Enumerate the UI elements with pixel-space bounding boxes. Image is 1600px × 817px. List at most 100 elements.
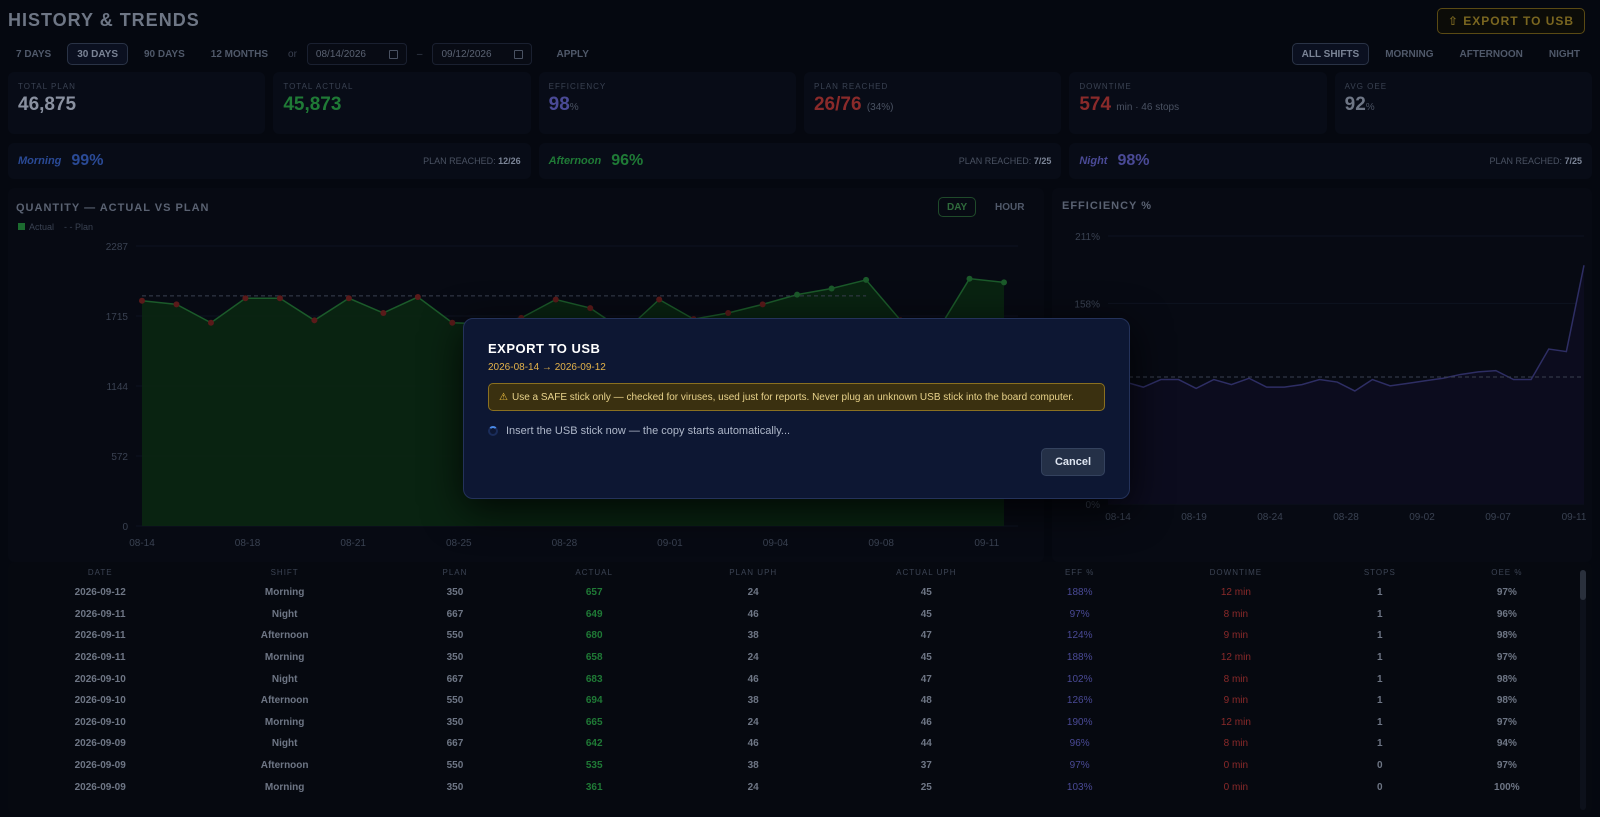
table-cell: Afternoon [260,630,309,642]
kpi-label: PLAN REACHED [813,82,889,91]
shift-night[interactable]: NIGHT [1548,48,1580,60]
table-cell: 350 [446,716,464,728]
table-cell: 2026-09-10 [74,716,126,728]
x-tick-label: 09-07 [1485,512,1511,523]
column-header: PLAN UPH [729,567,778,577]
preset-12-months[interactable]: 12 MONTHS [210,48,269,60]
table-cell: 188% [1066,587,1093,599]
column-header: OEE % [1491,567,1523,577]
table-row[interactable]: 2026-09-10 Morning 350 665 24 46 190% 12 min 1 97… [8,712,1568,734]
date-to-value: 09/12/2026 [441,48,492,60]
table-cell: 550 [446,695,464,707]
table-cell: 2026-09-09 [74,760,126,772]
shift-filter: ALL SHIFTS MORNING AFTERNOON NIGHT [1291,43,1590,65]
table-cell: Night [271,738,298,750]
table-cell: 97% [1496,587,1517,599]
table-cell: Morning [264,587,305,599]
kpi-label: TOTAL ACTUAL [283,82,354,91]
date-to-input[interactable]: 09/12/2026 [432,43,533,65]
usb-warning: ⚠ Use a SAFE stick only — checked for vi… [488,383,1105,411]
table-cell: 2026-09-11 [74,630,126,642]
actual-point [759,301,766,308]
x-tick-label: 08-25 [446,538,472,549]
x-tick-label: 08-24 [1257,512,1283,523]
table-cell: 2026-09-12 [74,587,126,599]
efficiency-chart: 0% 158% 211% 08-14 08-19 08-24 08-28 09-02 09-07… [1074,232,1586,523]
shift-all[interactable]: ALL SHIFTS [1291,43,1370,65]
toggle-day[interactable]: DAY [938,197,977,217]
date-from-input[interactable]: 08/14/2026 [306,43,407,65]
export-usb-button[interactable]: ⇧ EXPORT TO USB [1437,8,1585,34]
apply-button[interactable]: APPLY [556,48,589,60]
table-row[interactable]: 2026-09-09 Morning 350 361 24 25 103% 0 min 0 100… [8,776,1568,798]
table-cell: Morning [264,716,305,728]
modal-date-range: 2026-08-14 → 2026-09-12 [488,362,606,373]
table-cell: 97% [1496,760,1517,772]
table-cell: 188% [1066,652,1093,664]
table-row[interactable]: 2026-09-09 Afternoon 550 535 38 37 97% 0 min 0 97… [8,755,1568,777]
actual-point [276,295,283,302]
efficiency-line [1107,265,1585,392]
table-row[interactable]: 2026-09-10 Afternoon 550 694 38 48 126% 9 min 1 9… [8,690,1568,712]
table-cell: 46 [747,608,759,620]
x-tick-label: 08-14 [129,538,155,549]
table-cell: 0 min [1223,760,1249,772]
kpi-plan-reached: PLAN REACHED 26/76 (34%) [803,72,1062,134]
toggle-hour[interactable]: HOUR [995,201,1025,213]
kpi-efficiency: EFFICIENCY 98% [538,72,796,134]
table-cell: Night [271,673,298,685]
kpi-value: 98% [548,94,579,115]
scrollbar-thumb[interactable] [1580,570,1586,600]
kpi-downtime: DOWNTIME 574 min · 46 stops [1069,72,1327,134]
table-cell: 658 [585,652,603,664]
history-table: DATE SHIFT PLAN ACTUAL PLAN UPH ACTUAL UPH EFF… [8,562,1592,814]
kpi-value: 574 min · 46 stops [1079,94,1180,115]
shift-morning[interactable]: MORNING [1385,48,1434,60]
table-cell: 25 [920,781,932,793]
table-cell: 45 [920,608,932,620]
y-tick-label: 0 [122,522,128,533]
table-row[interactable]: 2026-09-11 Morning 350 658 24 45 188% 12 min 1 97… [8,647,1568,669]
table-cell: 683 [585,673,603,685]
table-row[interactable]: 2026-09-11 Night 667 649 46 45 97% 8 min 1 96% [8,604,1568,626]
table-row[interactable]: 2026-09-10 Night 667 683 46 47 102% 8 min 1 98% [8,668,1568,690]
table-cell: 1 [1377,716,1383,728]
table-row[interactable]: 2026-09-12 Morning 350 657 24 45 188% 12 min 1 97… [8,582,1568,604]
preset-30-days[interactable]: 30 DAYS [67,43,128,65]
export-status: Insert the USB stick now — the copy star… [488,425,1105,437]
calendar-icon[interactable] [514,49,524,59]
table-cell: 350 [446,652,464,664]
date-from-value: 08/14/2026 [315,48,366,60]
x-tick-label: 08-28 [552,538,578,549]
table-cell: 98% [1496,630,1517,642]
table-cell: 665 [585,716,603,728]
table-cell: 37 [920,760,932,772]
table-scrollbar[interactable] [1580,570,1586,810]
preset-7-days[interactable]: 7 DAYS [16,48,52,60]
y-tick-label: 572 [111,452,128,463]
x-tick-label: 09-08 [868,538,894,549]
table-row[interactable]: 2026-09-11 Afternoon 550 680 38 47 124% 9 min 1 9… [8,625,1568,647]
shift-summary-row: Morning 99% PLAN REACHED: 12/26 Afternoo… [8,143,1593,179]
table-cell: 2026-09-10 [74,695,126,707]
table-cell: 8 min [1223,608,1249,620]
shift-plan-reached: PLAN REACHED: 7/25 [1489,156,1583,166]
export-modal: EXPORT TO USB 2026-08-14 → 2026-09-12 ⚠ … [463,318,1130,499]
shift-afternoon[interactable]: AFTERNOON [1459,48,1523,60]
table-cell: 45 [920,652,932,664]
preset-90-days[interactable]: 90 DAYS [144,48,185,60]
shift-card-morning: Morning 99% PLAN REACHED: 12/26 [8,143,531,179]
table-cell: 649 [585,608,603,620]
cancel-button[interactable]: Cancel [1041,448,1105,476]
x-tick-label: 08-28 [1333,512,1359,523]
calendar-icon[interactable] [388,49,398,59]
column-header: PLAN [442,567,468,577]
actual-point [173,301,180,308]
table-cell: 24 [747,781,759,793]
table-row[interactable]: 2026-09-09 Night 667 642 46 44 96% 8 min 1 94% [8,733,1568,755]
kpi-label: DOWNTIME [1079,82,1132,91]
table-cell: 0 [1377,781,1383,793]
table-cell: Afternoon [260,760,309,772]
table-header: DATE SHIFT PLAN ACTUAL PLAN UPH ACTUAL UPH EFF… [8,562,1568,582]
